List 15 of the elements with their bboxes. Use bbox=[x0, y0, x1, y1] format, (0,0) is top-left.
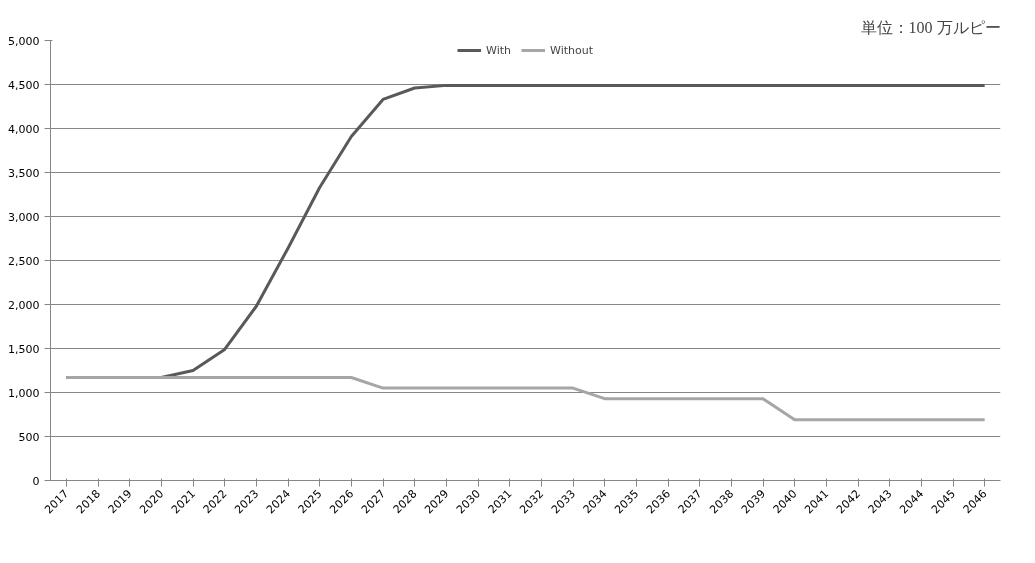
y-tick-label: 2,000 bbox=[8, 298, 40, 312]
y-tick-label: 2,500 bbox=[8, 254, 40, 268]
y-tick-label: 4,000 bbox=[8, 122, 40, 136]
y-tick-label: 1,500 bbox=[8, 342, 40, 356]
y-tick-label: 3,000 bbox=[8, 210, 40, 224]
text: 単位：100 万ルピー bbox=[860, 18, 1001, 36]
legend-label: With bbox=[486, 43, 511, 57]
y-tick-label: 3,500 bbox=[8, 166, 40, 180]
y-tick-label: 1,000 bbox=[8, 386, 40, 400]
y-tick-label: 500 bbox=[18, 430, 40, 444]
legend-label: Without bbox=[549, 43, 593, 57]
y-tick-label: 0 bbox=[32, 474, 40, 488]
y-tick-label: 5,000 bbox=[8, 34, 40, 48]
y-tick-label: 4,500 bbox=[8, 78, 40, 92]
line-series bbox=[64, 376, 987, 422]
